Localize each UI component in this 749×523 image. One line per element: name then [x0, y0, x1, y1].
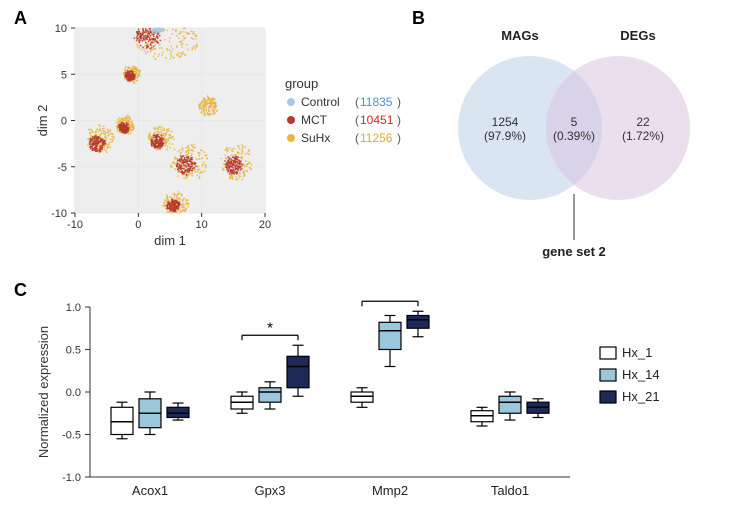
svg-text:11835: 11835: [360, 95, 393, 109]
svg-text:Taldo1: Taldo1: [491, 483, 529, 498]
svg-text:11256: 11256: [360, 131, 393, 145]
svg-text:): ): [397, 113, 401, 127]
svg-text:0.0: 0.0: [66, 387, 81, 399]
svg-text:SuHx: SuHx: [301, 131, 330, 145]
svg-text:5: 5: [571, 115, 578, 129]
svg-text:*: *: [267, 319, 273, 336]
svg-text:(: (: [355, 113, 359, 127]
svg-text:gene set 2: gene set 2: [542, 244, 606, 259]
svg-text:1.0: 1.0: [66, 302, 81, 314]
svg-text:5: 5: [61, 69, 67, 81]
panel-a-label: A: [14, 8, 27, 29]
svg-text:Hx_14: Hx_14: [622, 367, 660, 382]
svg-text:-1.0: -1.0: [62, 472, 81, 484]
svg-text:10: 10: [55, 23, 67, 35]
svg-text:MAGs: MAGs: [501, 28, 539, 43]
svg-text:dim 2: dim 2: [35, 105, 50, 137]
svg-text:Normalized expression: Normalized expression: [36, 326, 51, 458]
svg-text:(0.39%): (0.39%): [553, 129, 595, 143]
svg-text:22: 22: [636, 115, 650, 129]
svg-text:Hx_21: Hx_21: [622, 389, 660, 404]
svg-text:(: (: [355, 95, 359, 109]
svg-text:-10: -10: [51, 208, 67, 220]
svg-text:MCT: MCT: [301, 113, 328, 127]
panel-a-scatter: -10 0 10 20 -10 -5 0 5 10 dim 1 dim 2 group Control (…: [30, 18, 410, 258]
svg-text:*: *: [387, 295, 393, 302]
svg-text:Hx_1: Hx_1: [622, 345, 652, 360]
svg-text:-5: -5: [57, 162, 67, 174]
svg-text:0.5: 0.5: [66, 345, 81, 357]
svg-text:Acox1: Acox1: [132, 483, 168, 498]
svg-text:-10: -10: [67, 219, 83, 231]
svg-text:(97.9%): (97.9%): [484, 129, 526, 143]
svg-text:): ): [397, 95, 401, 109]
svg-text:DEGs: DEGs: [620, 28, 655, 43]
panel-c-boxplot: -1.0 -0.5 0.0 0.5 1.0 Normalized expression Ac…: [30, 295, 730, 520]
svg-text:10: 10: [196, 219, 208, 231]
svg-text:Mmp2: Mmp2: [372, 483, 408, 498]
svg-text:group: group: [285, 76, 318, 91]
svg-text:(1.72%): (1.72%): [622, 129, 664, 143]
svg-text:Control: Control: [301, 95, 340, 109]
svg-text:0: 0: [61, 116, 67, 128]
svg-text:-0.5: -0.5: [62, 430, 81, 442]
panel-c-label: C: [14, 280, 27, 301]
svg-text:Gpx3: Gpx3: [254, 483, 285, 498]
svg-text:0: 0: [135, 219, 141, 231]
svg-text:): ): [397, 131, 401, 145]
svg-text:(: (: [355, 131, 359, 145]
svg-text:1254: 1254: [492, 115, 519, 129]
svg-text:20: 20: [259, 219, 271, 231]
svg-text:10451: 10451: [360, 113, 394, 127]
panel-b-venn: MAGs DEGs 1254(97.9%) 5(0.39%) 22(1.72%) gene…: [420, 18, 740, 268]
svg-text:dim 1: dim 1: [154, 233, 186, 248]
